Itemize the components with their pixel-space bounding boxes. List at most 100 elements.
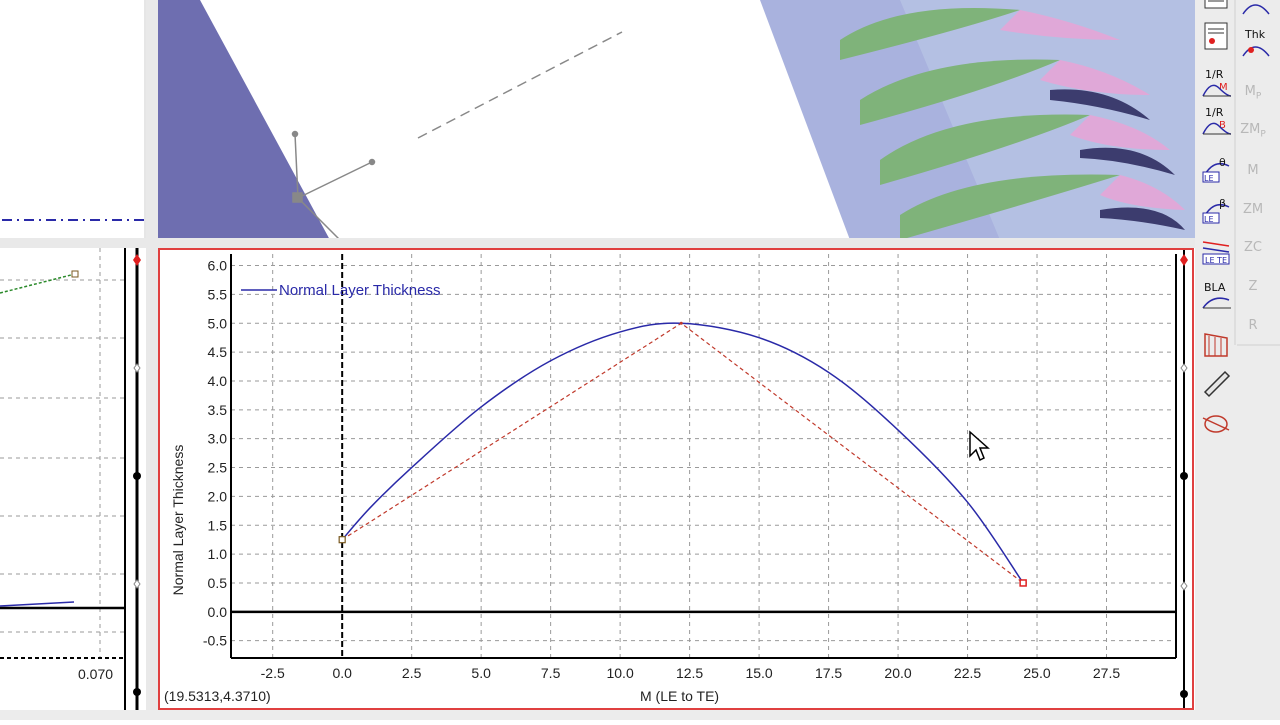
y-axis-label-box: Normal Layer Thickness	[168, 422, 188, 622]
rotation-axis-line	[417, 31, 623, 139]
toolbar-zmp-button[interactable]: ZMP	[1240, 122, 1266, 140]
curvature-b-icon: 1/RB	[1202, 106, 1232, 135]
sweep-icon	[1202, 415, 1230, 433]
y-axis-label: Normal Layer Thickness	[170, 444, 186, 596]
y-tick-label: -0.5	[203, 633, 227, 649]
control-point	[338, 536, 346, 544]
y-tick-label: 0.5	[208, 575, 228, 591]
x-tick-label: 5.0	[471, 665, 491, 681]
axis-triad	[291, 130, 376, 240]
control-point	[1019, 579, 1027, 587]
toolbar-lean-button[interactable]	[1199, 366, 1233, 400]
toolbar-m-button[interactable]: M	[1247, 163, 1259, 178]
svg-text:B: B	[1219, 120, 1226, 131]
y-tick-label: 3.0	[208, 431, 228, 447]
rail-top-marker	[1180, 254, 1188, 266]
blade-array	[840, 8, 1185, 240]
svg-text:LE TE: LE TE	[1205, 256, 1227, 265]
toolbar-r-button[interactable]: R	[1248, 318, 1258, 333]
rail-marker	[1180, 581, 1188, 591]
y-tick-label: 1.5	[208, 517, 228, 533]
svg-text:Thk: Thk	[1244, 28, 1266, 41]
toolbar-zc-button[interactable]: ZC	[1244, 240, 1262, 255]
x-tick-label: 20.0	[884, 665, 911, 681]
svg-text:M: M	[1219, 82, 1228, 93]
toolbar-le-theta-button[interactable]: θ LE	[1199, 152, 1233, 186]
svg-text:BLA: BLA	[1204, 281, 1226, 294]
y-tick-label: 2.0	[208, 488, 228, 504]
left-chart	[0, 248, 141, 710]
legend-label: Normal Layer Thickness	[279, 282, 440, 299]
chart-tick-labels: -2.5 0.0 2.5 5.0 7.5 10.0 12.5 15.0 17.5 20.0 22.5…	[203, 258, 1120, 681]
x-tick-label: 7.5	[541, 665, 561, 681]
thickness-icon: Thk	[1242, 4, 1270, 15]
svg-text:LE: LE	[1204, 215, 1214, 224]
chart-legend: Normal Layer Thickness	[241, 282, 440, 299]
blade-angle-icon: BLA	[1202, 281, 1231, 309]
x-tick-label: -2.5	[261, 665, 285, 681]
toolbar-zm-button[interactable]: ZM	[1242, 202, 1264, 217]
y-tick-label: 6.0	[208, 258, 228, 274]
toolbar-thk-active-button[interactable]: Thk	[1239, 26, 1273, 60]
x-tick-label: 27.5	[1093, 665, 1120, 681]
thickness-chart-panel[interactable]: -2.5 0.0 2.5 5.0 7.5 10.0 12.5 15.0 17.5 20.0 22.5…	[158, 248, 1194, 710]
thickness-active-icon: Thk	[1242, 28, 1270, 57]
status-strip	[0, 710, 1280, 720]
svg-text:1/R: 1/R	[1205, 68, 1224, 81]
toolbar-le-beta-button[interactable]: β LE	[1199, 193, 1233, 227]
blade-render	[158, 0, 1195, 240]
chart-series	[338, 321, 1027, 587]
horizontal-splitter[interactable]	[0, 238, 1195, 248]
toolbar-curvature-m-button[interactable]: 1/R M	[1199, 66, 1233, 100]
le-te-icon: LE TE	[1202, 241, 1230, 265]
toolbar-list-button[interactable]	[1199, 0, 1233, 20]
y-tick-label: 5.0	[208, 315, 228, 331]
x-tick-label: 22.5	[954, 665, 981, 681]
x-tick-label: 25.0	[1023, 665, 1050, 681]
le-beta-icon: β LE	[1202, 197, 1230, 224]
y-tick-label: 4.5	[208, 344, 228, 360]
toolbar-mp-button[interactable]: MP	[1244, 84, 1262, 102]
cursor-coordinate-readout: (19.5313,4.3710)	[164, 688, 271, 704]
3d-viewport[interactable]	[0, 0, 1195, 240]
y-tick-label: 2.5	[208, 460, 228, 476]
chart-axes	[230, 254, 1177, 659]
svg-text:1/R: 1/R	[1205, 106, 1224, 119]
left-chart-panel[interactable]: 0.070	[0, 248, 146, 710]
report-icon	[1204, 22, 1228, 50]
x-tick-label: 17.5	[815, 665, 842, 681]
plot-toolbar: 1/RM 1/RB θLE βLE LE TE BLA Thk Thk MP Z…	[1195, 0, 1280, 720]
x-tick-label: 0.0	[332, 665, 352, 681]
left-top-panel[interactable]	[0, 0, 150, 240]
x-tick-label: 15.0	[745, 665, 772, 681]
toolbar-bla-button[interactable]: BLA	[1199, 278, 1233, 312]
svg-text:θ: θ	[1219, 156, 1226, 169]
y-tick-label: 3.5	[208, 402, 228, 418]
x-axis-label: M (LE to TE)	[640, 688, 720, 704]
y-tick-label: 4.0	[208, 373, 228, 389]
chart-grid	[231, 254, 1176, 658]
lean-icon	[1203, 370, 1231, 398]
left-x-tick: 0.070	[78, 666, 114, 682]
toolbar-curvature-b-button[interactable]: 1/R B	[1199, 104, 1233, 138]
toolbar-le-te-button[interactable]: LE TE	[1199, 234, 1233, 268]
le-theta-icon: θ LE	[1202, 156, 1230, 183]
toolbar-z-button[interactable]: Z	[1248, 279, 1258, 294]
toolbar-sweep-button[interactable]	[1199, 406, 1233, 440]
control-point	[679, 321, 683, 325]
rail-dot	[1180, 472, 1188, 480]
y-tick-label: 5.5	[208, 286, 228, 302]
toolbar-report-button[interactable]	[1199, 20, 1233, 54]
toolbar-thk-top-button[interactable]: Thk	[1239, 0, 1273, 18]
vertical-splitter[interactable]	[146, 0, 158, 720]
stacking-icon	[1204, 333, 1228, 357]
plot-area	[231, 254, 1176, 658]
y-tick-label: 1.0	[208, 546, 228, 562]
toolbar-stacking-button[interactable]	[1199, 328, 1233, 362]
left-top-graphic	[2, 219, 146, 221]
x-tick-label: 10.0	[606, 665, 633, 681]
svg-text:LE: LE	[1204, 174, 1214, 183]
mouse-cursor-icon	[969, 430, 990, 462]
rail-dot	[1180, 690, 1188, 698]
thickness-chart: -2.5 0.0 2.5 5.0 7.5 10.0 12.5 15.0 17.5 20.0 22.5…	[203, 250, 1188, 708]
